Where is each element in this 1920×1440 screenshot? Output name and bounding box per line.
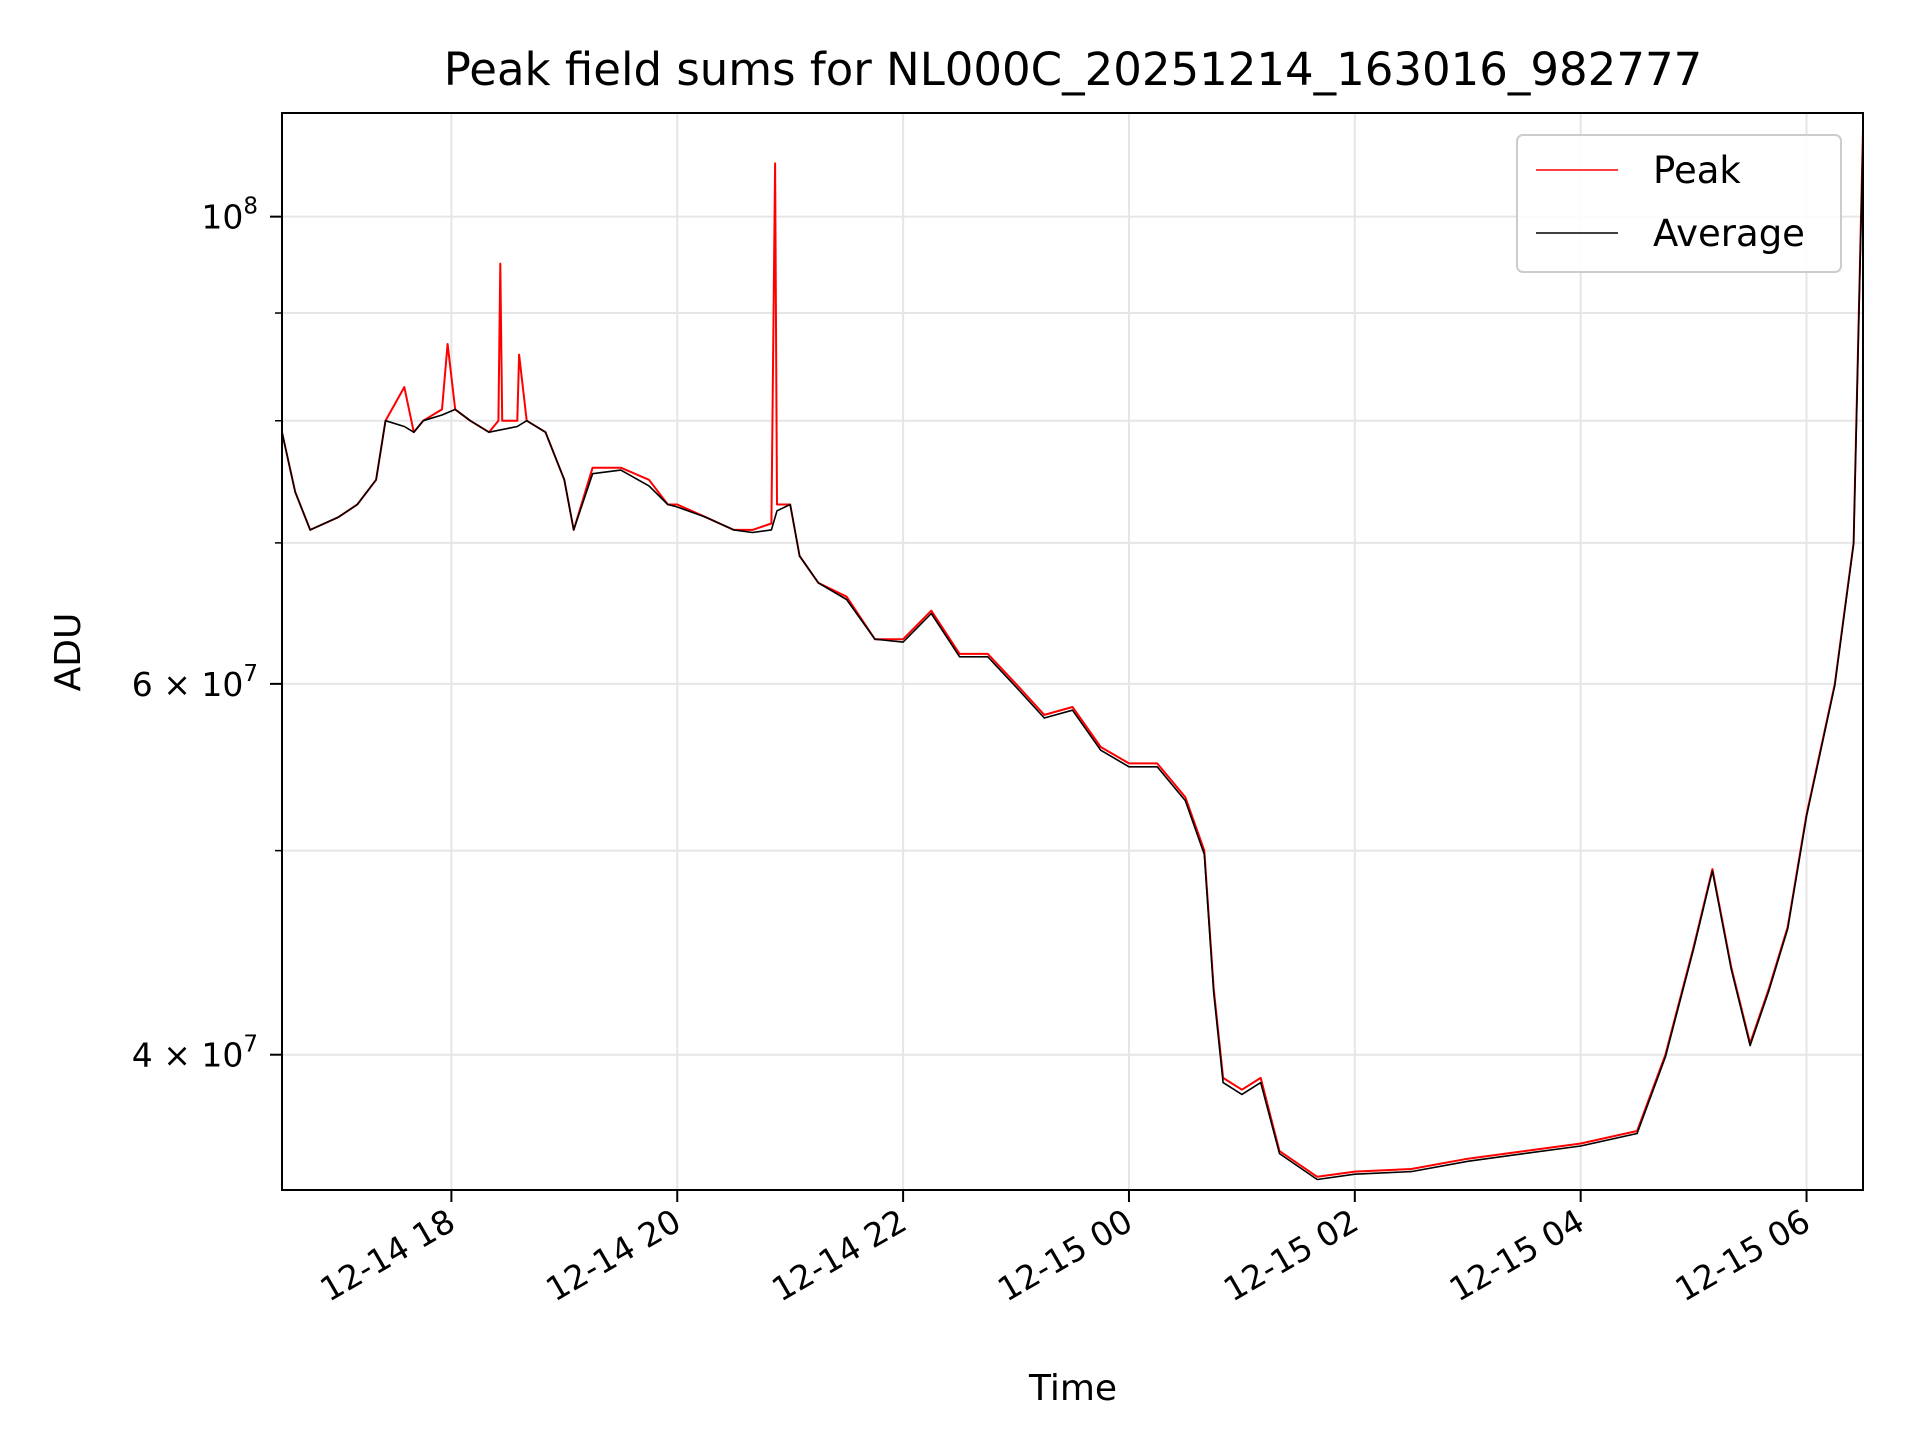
y-tick-label: 108 <box>201 194 258 237</box>
y-axis-ticks: 4 × 107 6 × 107 108 <box>132 194 282 1075</box>
y-tick-label: 4 × 107 <box>132 1032 258 1075</box>
legend: Peak Average <box>1516 134 1842 273</box>
y-tick-label: 6 × 107 <box>132 661 258 704</box>
grid-lines <box>282 113 1863 1190</box>
series-line-average <box>281 137 1864 1181</box>
plot-area-frame <box>281 112 1864 1191</box>
x-axis-label: Time <box>1028 1368 1117 1409</box>
legend-label-average: Average <box>1653 212 1805 255</box>
chart-title: Peak field sums for NL000C_20251214_1630… <box>444 43 1702 96</box>
y-axis-label: ADU <box>48 613 89 692</box>
legend-label-peak: Peak <box>1653 149 1741 192</box>
series-layer <box>281 129 1864 1181</box>
